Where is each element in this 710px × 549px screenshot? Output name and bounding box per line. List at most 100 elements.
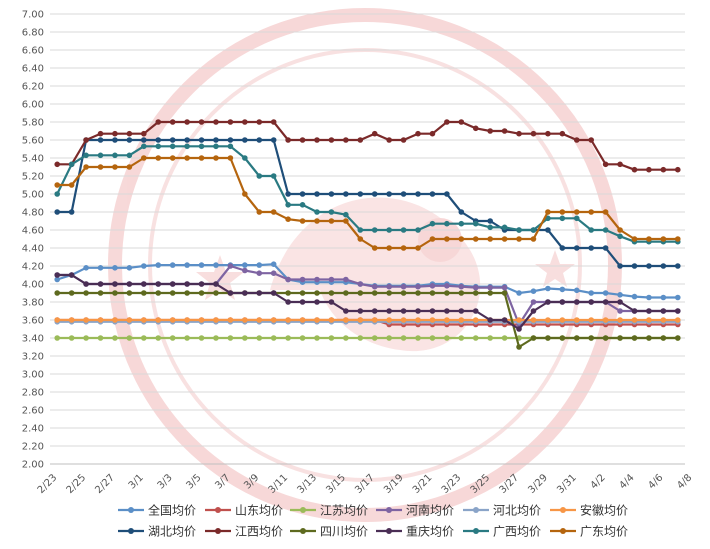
data-point [588, 335, 594, 341]
data-point [299, 276, 306, 283]
data-point [674, 308, 681, 314]
data-point [54, 276, 61, 283]
data-point [97, 164, 104, 170]
data-point [674, 317, 681, 323]
data-point [559, 335, 566, 341]
data-point [530, 227, 537, 233]
data-point [184, 335, 190, 341]
data-point [184, 119, 190, 125]
data-point [68, 161, 75, 168]
y-tick-label: 4.80 [22, 208, 44, 219]
data-point [227, 137, 234, 143]
data-point [343, 317, 349, 323]
data-point [545, 130, 551, 137]
data-point [588, 209, 594, 215]
data-point [386, 317, 392, 323]
data-point [429, 220, 436, 227]
data-point [357, 308, 364, 314]
data-point [54, 161, 61, 168]
data-point [415, 317, 421, 323]
data-point [472, 290, 479, 296]
data-point [270, 335, 277, 341]
data-point [559, 215, 566, 222]
data-point [371, 317, 378, 323]
data-point [68, 335, 75, 341]
data-point [357, 290, 364, 296]
legend-label: 全国均价 [148, 503, 196, 518]
data-point [299, 335, 306, 341]
data-point [646, 236, 652, 242]
data-point [501, 128, 508, 134]
data-point [631, 293, 638, 300]
data-point [415, 283, 421, 290]
data-point [328, 218, 335, 224]
data-point [371, 335, 378, 341]
y-tick-label: 3.40 [22, 334, 44, 345]
data-point [169, 155, 176, 161]
data-point [227, 317, 234, 323]
data-point [617, 233, 623, 240]
data-point [328, 317, 335, 323]
data-point [674, 236, 681, 242]
x-tick-label: 4/2 [589, 472, 608, 491]
data-point [256, 317, 263, 323]
data-point [213, 262, 219, 268]
data-point [501, 290, 508, 296]
x-tick-label: 3/5 [184, 472, 203, 491]
legend-label: 广西均价 [493, 525, 541, 539]
y-tick-label: 2.20 [22, 442, 44, 453]
data-point [559, 130, 566, 137]
data-point [155, 137, 162, 143]
data-point [314, 209, 320, 215]
data-point [674, 335, 681, 341]
data-point [256, 119, 263, 125]
data-point [444, 335, 450, 341]
data-point [299, 218, 306, 224]
legend-item: 湖北均价 [118, 524, 196, 539]
data-point [617, 263, 623, 269]
data-point [169, 317, 176, 323]
data-point [213, 317, 219, 323]
data-point [602, 245, 609, 251]
data-point [83, 290, 89, 296]
data-point [444, 236, 450, 242]
legend-marker [473, 507, 479, 513]
data-point [141, 263, 147, 269]
series-11 [54, 155, 681, 251]
data-point [184, 155, 190, 161]
data-point [386, 245, 392, 251]
data-point [256, 173, 263, 179]
data-point [674, 166, 681, 173]
data-point [343, 218, 349, 224]
data-point [444, 191, 450, 197]
data-point [285, 137, 291, 143]
data-point [242, 191, 248, 197]
data-point [141, 335, 147, 341]
data-point [343, 290, 349, 296]
y-tick-label: 4.00 [22, 280, 44, 291]
x-tick-label: 3/3 [156, 472, 175, 491]
x-tick-label: 2/25 [65, 472, 89, 496]
x-tick-label: 3/31 [555, 472, 579, 496]
data-point [270, 290, 277, 296]
data-point [97, 281, 104, 287]
data-point [314, 137, 320, 143]
data-point [444, 317, 450, 323]
data-point [545, 285, 551, 292]
data-point [487, 284, 493, 291]
data-point [285, 335, 291, 341]
data-point [54, 335, 61, 341]
data-point [242, 262, 248, 268]
data-point [472, 335, 479, 341]
legend-item: 四川均价 [290, 525, 368, 539]
data-point [83, 137, 89, 143]
data-point [169, 290, 176, 296]
data-point [97, 290, 104, 296]
data-point [155, 155, 162, 161]
legend-item: 河北均价 [463, 504, 541, 518]
y-tick-label: 4.60 [22, 226, 44, 237]
data-point [660, 263, 667, 269]
data-point [602, 161, 609, 168]
data-point [184, 137, 190, 143]
